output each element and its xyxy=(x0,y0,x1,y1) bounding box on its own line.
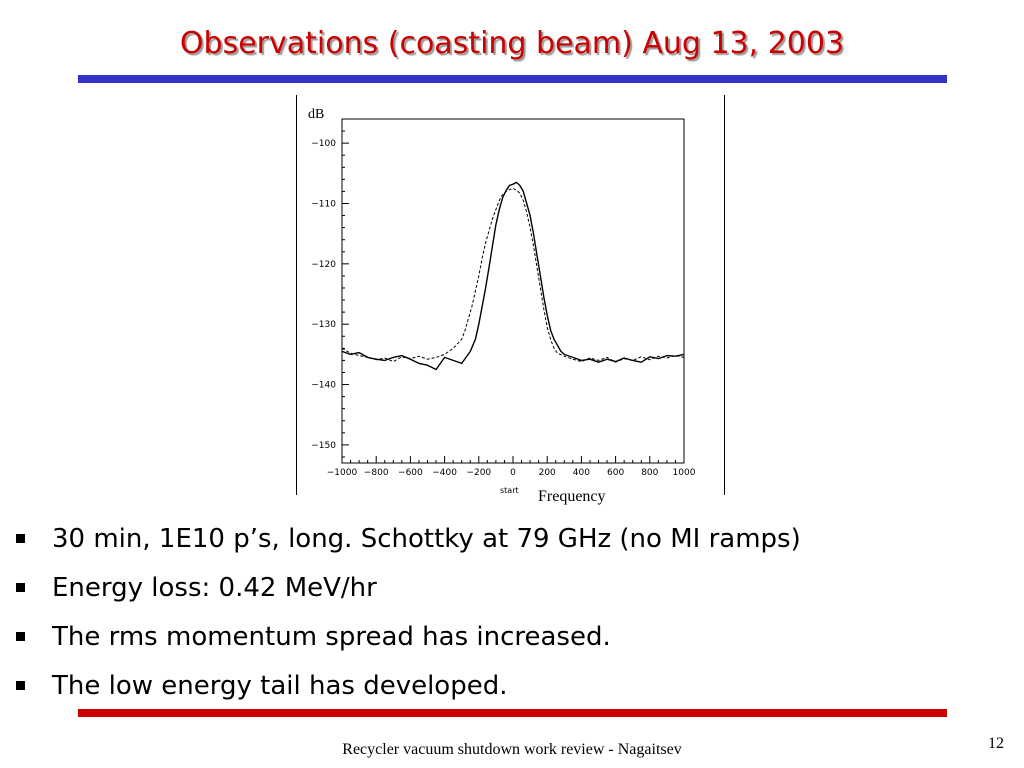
x-tick-label: 600 xyxy=(607,468,624,478)
bullet-text: The rms momentum spread has increased. xyxy=(52,622,611,652)
x-axis-label: Frequency xyxy=(538,488,606,505)
bullet-item: The rms momentum spread has increased. xyxy=(14,615,801,664)
footer-text: Recycler vacuum shutdown work review - N… xyxy=(342,741,682,758)
bullet-square-icon xyxy=(16,534,25,543)
y-tick-label: −130 xyxy=(311,320,336,330)
chart-right-border xyxy=(724,95,725,495)
bullet-square-icon xyxy=(16,583,25,592)
y-tick-label: −120 xyxy=(311,260,336,270)
bullet-text: Energy loss: 0.42 MeV/hr xyxy=(52,573,377,603)
top-divider xyxy=(78,75,947,83)
y-tick-label: −150 xyxy=(311,441,336,451)
plot-frame xyxy=(341,118,685,464)
x-tick-label: 1000 xyxy=(673,468,696,478)
x-tick-label: 800 xyxy=(641,468,658,478)
x-tick-label: −1000 xyxy=(327,468,358,478)
bottom-divider xyxy=(78,709,947,717)
schottky-spectrum-chart: −150 −140 −130 −120 −110 −100 −1000 −800 −600 −40… xyxy=(308,107,696,505)
y-tick-label: −140 xyxy=(311,381,336,391)
bullet-text: The low energy tail has developed. xyxy=(52,671,508,701)
page-number: 12 xyxy=(988,735,1004,752)
x-tick-label: 0 xyxy=(510,468,516,478)
x-axis-sublabel: start xyxy=(500,486,519,495)
series-line-solid xyxy=(341,181,685,371)
x-tick-label: −800 xyxy=(364,468,389,478)
bullet-item: The low energy tail has developed. xyxy=(14,664,801,713)
bullet-list: 30 min, 1E10 p’s, long. Schottky at 79 G… xyxy=(14,517,801,713)
x-tick-label: −400 xyxy=(432,468,457,478)
x-tick-label: 200 xyxy=(539,468,556,478)
bullet-item: Energy loss: 0.42 MeV/hr xyxy=(14,566,801,615)
chart-left-border xyxy=(296,95,297,495)
bullet-square-icon xyxy=(16,632,25,641)
y-axis-label: dB xyxy=(308,107,324,122)
bullet-square-icon xyxy=(16,681,25,690)
slide-title: Observations (coasting beam) Aug 13, 200… xyxy=(179,26,845,61)
x-tick-label: −200 xyxy=(466,468,491,478)
x-tick-label: −600 xyxy=(398,468,423,478)
y-tick-label: −110 xyxy=(311,199,336,209)
series-line-dashed xyxy=(341,187,685,363)
bullet-item: 30 min, 1E10 p’s, long. Schottky at 79 G… xyxy=(14,517,801,566)
x-tick-label: 400 xyxy=(573,468,590,478)
bullet-text: 30 min, 1E10 p’s, long. Schottky at 79 G… xyxy=(52,524,801,554)
y-tick-label: −100 xyxy=(311,139,336,149)
